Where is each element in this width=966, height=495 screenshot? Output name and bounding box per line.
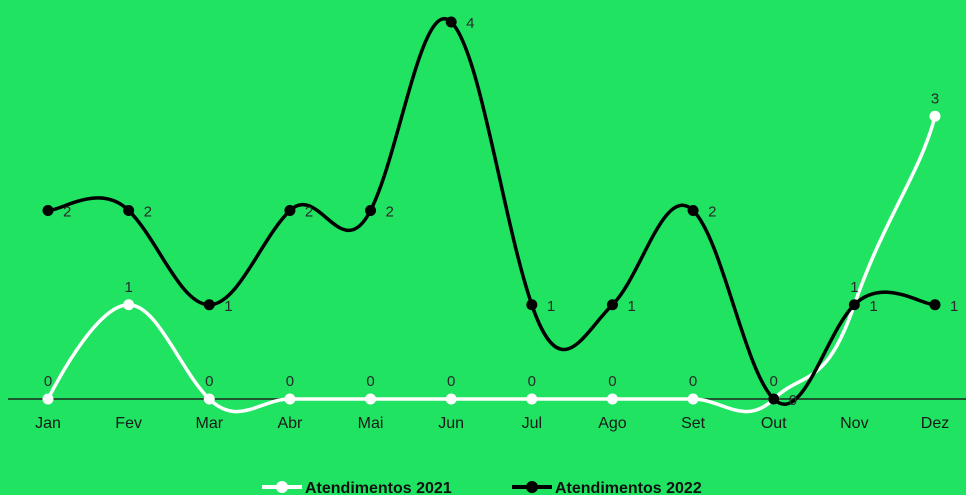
data-label: 1 — [547, 298, 555, 315]
data-point — [203, 299, 215, 311]
data-label: 0 — [44, 373, 52, 390]
x-tick-label: Mar — [195, 415, 223, 432]
data-point — [848, 299, 860, 311]
data-label: 3 — [931, 90, 939, 107]
x-tick-label: Jul — [522, 415, 542, 432]
data-point — [768, 393, 780, 405]
data-point — [526, 299, 538, 311]
data-point — [42, 205, 54, 216]
x-tick-label: Fev — [115, 415, 142, 432]
x-tick-label: Set — [681, 415, 706, 432]
data-label: 2 — [63, 204, 71, 221]
data-point — [123, 205, 135, 216]
legend: Atendimentos 2021 Atendimentos 2022 — [262, 480, 702, 495]
x-tick-label: Dez — [921, 415, 949, 432]
legend-label: Atendimentos 2021 — [305, 480, 452, 495]
data-label: 2 — [305, 204, 313, 221]
data-point — [687, 205, 699, 216]
data-point — [365, 205, 377, 216]
x-tick-label: Jan — [35, 415, 61, 432]
data-label: 2 — [708, 204, 716, 221]
data-point — [445, 393, 457, 405]
data-label: 1 — [850, 279, 858, 296]
data-point — [284, 393, 296, 405]
data-label: 0 — [689, 373, 697, 390]
data-label: 0 — [286, 373, 294, 390]
series-line-2 — [46, 17, 937, 406]
x-tick-label: Mai — [358, 415, 384, 432]
data-point — [284, 205, 296, 216]
data-label: 1 — [124, 279, 132, 296]
x-axis-ticks: Jan Fev Mar Abr Mai Jun Jul Ago Set Out Nov Dez — [35, 415, 949, 432]
data-label: 0 — [770, 373, 778, 390]
data-point — [687, 393, 699, 405]
legend-label: Atendimentos 2022 — [555, 480, 702, 495]
data-label: 0 — [366, 373, 374, 390]
data-label: 0 — [447, 373, 455, 390]
data-label: 0 — [205, 373, 213, 390]
series-line-1 — [46, 114, 937, 414]
data-label: 0 — [528, 373, 536, 390]
data-label: 2 — [386, 204, 394, 221]
data-point — [929, 299, 941, 311]
x-tick-label: Abr — [277, 415, 303, 432]
data-point — [203, 393, 215, 405]
data-point — [365, 393, 377, 405]
data-point — [526, 393, 538, 405]
x-tick-label: Out — [761, 415, 787, 432]
data-point — [42, 393, 54, 405]
data-point — [123, 299, 135, 311]
x-tick-label: Nov — [840, 415, 868, 432]
data-label: 0 — [608, 373, 616, 390]
data-point — [606, 393, 618, 405]
data-point — [445, 16, 457, 28]
data-label: 1 — [950, 298, 958, 315]
data-label: 4 — [466, 15, 474, 32]
data-label: 1 — [224, 298, 232, 315]
legend-swatch-marker — [276, 481, 288, 493]
data-point — [606, 299, 618, 311]
data-label: 1 — [627, 298, 635, 315]
data-point — [929, 110, 941, 122]
x-tick-label: Ago — [598, 415, 627, 432]
legend-swatch-marker — [526, 481, 538, 493]
x-tick-label: Jun — [438, 415, 464, 432]
data-label: 1 — [869, 298, 877, 315]
series-layer — [42, 16, 941, 414]
data-label: 0 — [789, 392, 797, 409]
data-label: 2 — [144, 204, 152, 221]
